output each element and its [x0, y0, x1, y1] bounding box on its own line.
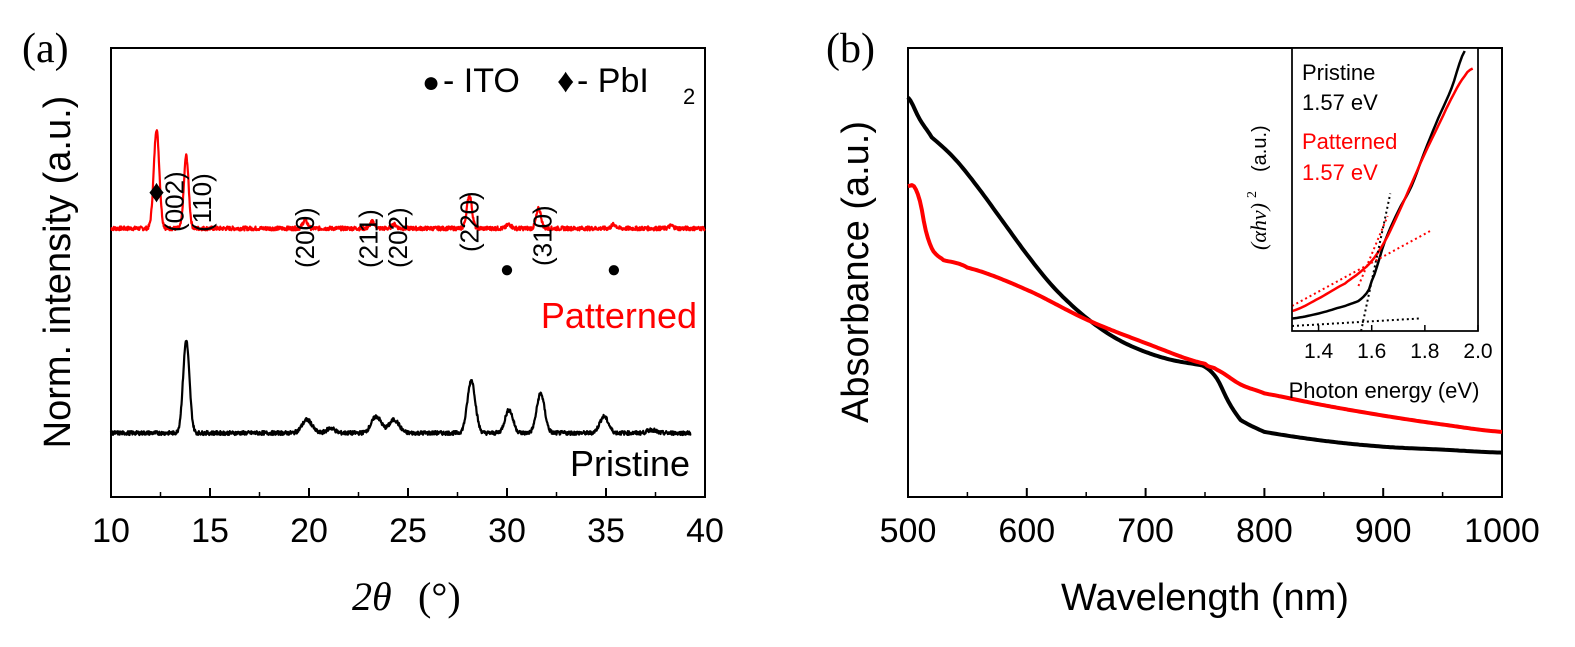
panel-a-x-axis-label: 2θ (°) — [352, 574, 461, 619]
panel-a-series — [109, 129, 706, 437]
xrd-line-patterned — [110, 129, 706, 232]
peak-label: (220) — [454, 191, 484, 252]
panel-a-y-axis-label: Norm. intensity (a.u.) — [37, 96, 79, 449]
inset-x-tick-label: 1.4 — [1304, 340, 1334, 363]
ito-peak-marker: ● — [500, 256, 515, 283]
inset: 1.4 1.6 1.8 2.0 Pristine 1.57 eV Patterned … — [1245, 47, 1493, 403]
panel-b-x-tick-label: 700 — [1117, 512, 1174, 550]
inset-y-axis-superscript: 2 — [1245, 191, 1260, 198]
pbi2-legend-marker: ♦ — [557, 62, 574, 100]
inset-series — [1292, 50, 1474, 331]
panel-a-x-tick-label: 10 — [92, 512, 130, 550]
panel-a: (a) 10 15 20 25 30 35 40 (002)(110)(200) (211)(… — [22, 26, 724, 619]
panel-b-series — [906, 96, 1503, 455]
peak-label: (110) — [187, 173, 217, 232]
panel-a-x-tick-label: 30 — [488, 512, 526, 550]
pbi2-legend-subscript: 2 — [683, 84, 695, 109]
inset-x-tick-label: 1.8 — [1410, 340, 1439, 363]
panel-b: (b) 500 600 700 800 900 1000 Absorbance (a.u.… — [826, 26, 1540, 619]
absorbance-line-patterned — [907, 183, 1503, 434]
inset-legend: Pristine 1.57 eV Patterned 1.57 eV — [1302, 60, 1397, 185]
panel-a-legend: ● - ITO ♦ - PbI 2 — [422, 62, 695, 109]
panel-a-x-tick-label: 35 — [587, 512, 625, 550]
absorbance-line-pristine — [906, 96, 1503, 455]
inset-line-pristine — [1292, 50, 1466, 320]
panel-a-x-tick-label: 40 — [686, 512, 724, 550]
inset-fit-line — [1360, 193, 1392, 331]
panel-a-x-axis-symbol: 2θ — [352, 574, 392, 619]
peak-label: (310) — [528, 205, 558, 266]
pbi2-peak-marker: ♦ — [148, 173, 164, 209]
inset-legend-patterned-name: Patterned — [1302, 129, 1397, 154]
inset-y-axis-label: (αhν) 2 (a.u.) — [1245, 125, 1271, 250]
panel-b-x-tick-label: 600 — [998, 512, 1055, 550]
inset-y-axis-symbol: (αhν) — [1246, 203, 1271, 250]
panel-a-x-tick-label: 20 — [290, 512, 328, 550]
panel-b-x-tick-label: 800 — [1236, 512, 1293, 550]
panel-b-x-tick-label: 900 — [1355, 512, 1412, 550]
inset-legend-pristine-bandgap: 1.57 eV — [1302, 90, 1378, 115]
ito-peak-marker: ● — [607, 256, 622, 283]
panel-a-x-tick-label: 15 — [191, 512, 229, 550]
xrd-line-pristine — [109, 339, 692, 437]
inset-frame — [1291, 47, 1479, 332]
pbi2-legend-label: - PbI — [577, 62, 649, 100]
inset-x-axis-label: Photon energy (eV) — [1289, 378, 1480, 403]
inset-legend-pristine-name: Pristine — [1302, 60, 1375, 85]
panel-a-x-axis-unit: (°) — [418, 574, 461, 619]
ito-legend-label: - ITO — [443, 62, 520, 100]
panel-b-x-axis-label: Wavelength (nm) — [1061, 577, 1349, 619]
inset-x-ticks: 1.4 1.6 1.8 2.0 — [1304, 325, 1493, 363]
inset-border — [1291, 47, 1479, 332]
inset-fit-line — [1292, 317, 1420, 327]
inset-legend-patterned-bandgap: 1.57 eV — [1302, 160, 1378, 185]
peak-label: (202) — [383, 207, 413, 268]
panel-a-annotations: (002)(110) (200) (211) (202) (220) (310) ♦ ● ● — [148, 171, 621, 283]
inset-line-patterned — [1292, 67, 1474, 313]
inset-y-axis-unit: (a.u.) — [1249, 125, 1271, 172]
inset-x-tick-label: 1.6 — [1357, 340, 1386, 363]
pristine-series-label: Pristine — [570, 443, 690, 484]
panel-b-x-tick-label: 500 — [880, 512, 937, 550]
peak-label: (211) — [353, 209, 383, 268]
panel-b-x-ticks: 500 600 700 800 900 1000 — [880, 488, 1540, 550]
panel-a-x-tick-label: 25 — [389, 512, 427, 550]
inset-fit-line — [1292, 230, 1431, 307]
patterned-series-label: Patterned — [541, 295, 697, 336]
peak-label: (200) — [290, 207, 320, 268]
peak-label: (002) — [159, 171, 189, 232]
panel-a-label: (a) — [22, 26, 69, 72]
panel-a-x-ticks: 10 15 20 25 30 35 40 — [92, 488, 724, 550]
panel-b-x-tick-label: 1000 — [1464, 512, 1540, 550]
inset-x-tick-label: 2.0 — [1463, 340, 1492, 363]
panel-b-y-axis-label: Absorbance (a.u.) — [835, 121, 877, 423]
panel-b-label: (b) — [826, 26, 875, 72]
ito-legend-marker: ● — [422, 66, 440, 99]
